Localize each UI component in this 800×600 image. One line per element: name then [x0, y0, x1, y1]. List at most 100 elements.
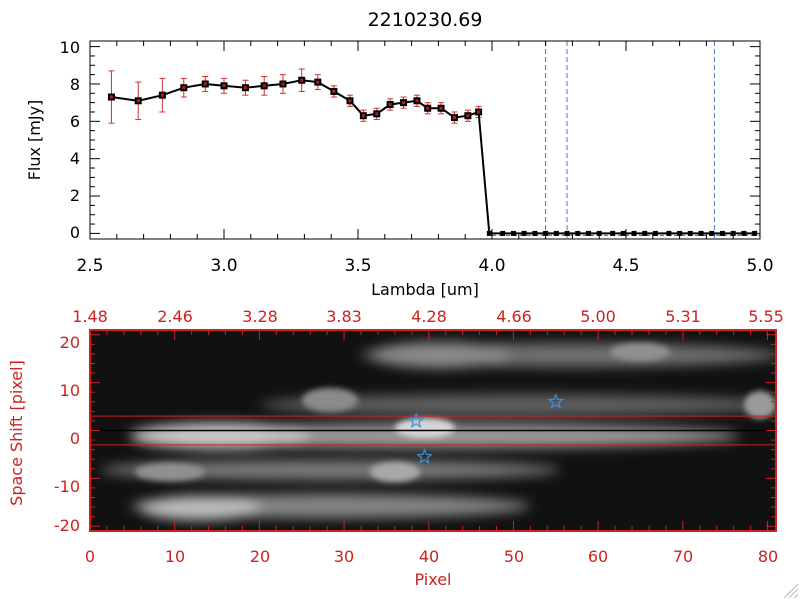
bottom-ytick-label: 20	[60, 333, 80, 352]
data-point	[564, 230, 570, 236]
streak-upper-bright	[370, 342, 510, 368]
data-point	[709, 230, 715, 236]
top-markers	[107, 76, 758, 236]
top-title: 2210230.69	[368, 9, 483, 31]
top-xtick-label: 4.5	[612, 256, 639, 276]
data-point-center	[375, 112, 379, 116]
image-blobs	[135, 343, 776, 482]
data-point-center	[477, 110, 481, 114]
bottom-xtick-label: 60	[588, 547, 608, 566]
data-point-center	[402, 101, 406, 105]
data-point-center	[222, 84, 226, 88]
data-point	[741, 230, 747, 236]
top-ytick-label: 8	[70, 75, 80, 94]
source-stars	[407, 393, 565, 464]
data-point	[677, 230, 683, 236]
top-y-axis-label: Flux [mJy]	[25, 100, 44, 181]
aperture-lines	[90, 415, 776, 446]
data-point	[575, 230, 581, 236]
bottom-y-axis-label: Space Shift [pixel]	[7, 360, 26, 506]
top-x-ticks	[89, 41, 761, 239]
top-xtick-label: 5.0	[746, 256, 773, 276]
bottom-top-axis-label: 5.55	[748, 307, 784, 326]
bottom-x-axis-label: Pixel	[414, 570, 451, 589]
data-point-center	[160, 93, 164, 97]
bottom-top-axis-label: 3.83	[326, 307, 362, 326]
bottom-xtick-label: 50	[504, 547, 524, 566]
bottom-xtick-label: 40	[419, 547, 439, 566]
data-point-center	[203, 82, 207, 86]
resize-grip-icon[interactable]	[783, 583, 799, 599]
data-point	[543, 230, 549, 236]
data-point-center	[466, 114, 470, 118]
streak-center-bright	[130, 423, 310, 449]
data-point	[642, 230, 648, 236]
data-point	[553, 230, 559, 236]
blob	[302, 388, 358, 412]
top-series-line	[111, 79, 755, 235]
bottom-top-axis-label: 1.48	[72, 307, 108, 326]
data-point-center	[332, 89, 336, 93]
blob	[610, 343, 670, 361]
star-marker	[407, 412, 425, 428]
data-point	[666, 230, 672, 236]
bottom-ytick-label: 10	[60, 381, 80, 400]
bottom-ytick-label: -20	[54, 516, 80, 535]
top-xtick-label: 4.0	[478, 256, 505, 276]
top-plot-area	[89, 40, 761, 240]
streak-bottom-bright	[140, 496, 260, 520]
data-point-center	[262, 84, 266, 88]
bottom-ticks	[89, 330, 776, 531]
data-point	[730, 230, 736, 236]
data-point	[687, 230, 693, 236]
star-marker	[547, 393, 565, 409]
data-point	[532, 230, 538, 236]
top-xtick-label: 3.0	[210, 256, 237, 276]
bottom-top-axis-label: 5.00	[580, 307, 616, 326]
bottom-xtick-label: 80	[758, 547, 778, 566]
data-point-center	[136, 99, 140, 103]
data-point-center	[452, 116, 456, 120]
data-point	[631, 230, 637, 236]
top-ytick-label: 4	[70, 149, 80, 168]
streak-mid-upper	[260, 394, 776, 416]
top-ytick-label: 10	[60, 38, 80, 57]
data-point	[620, 230, 626, 236]
data-point-center	[300, 78, 304, 82]
data-point-center	[348, 99, 352, 103]
data-point-center	[316, 80, 320, 84]
bottom-top-axis-label: 4.28	[411, 307, 447, 326]
top-axes-frame	[89, 40, 761, 240]
data-point	[610, 230, 616, 236]
bottom-xtick-label: 30	[334, 547, 354, 566]
data-point	[652, 230, 658, 236]
data-point-center	[439, 106, 443, 110]
streak-lower	[100, 460, 560, 480]
data-point	[585, 230, 591, 236]
top-xtick-label: 2.5	[76, 256, 103, 276]
bottom-top-axis-label: 2.46	[157, 307, 193, 326]
data-point	[698, 230, 704, 236]
data-point-center	[243, 86, 247, 90]
star-marker	[416, 448, 433, 464]
bottom-xtick-label: 70	[673, 547, 693, 566]
top-x-axis-label: Lambda [um]	[371, 280, 479, 299]
blob	[744, 391, 776, 419]
data-point-center	[388, 103, 392, 107]
bottom-xtick-label: 10	[165, 547, 185, 566]
data-point-center	[281, 82, 285, 86]
blob	[395, 418, 455, 438]
top-ytick-label: 2	[70, 186, 80, 205]
top-ytick-label: 0	[70, 223, 80, 242]
data-point-center	[361, 114, 365, 118]
bottom-xtick-label: 0	[85, 547, 95, 566]
bottom-top-axis-label: 4.66	[496, 307, 532, 326]
data-point	[486, 230, 492, 236]
bottom-xtick-label: 20	[250, 547, 270, 566]
top-y-ticks	[90, 46, 760, 234]
bottom-top-axis-label: 3.28	[242, 307, 278, 326]
blob	[135, 463, 205, 481]
top-vlines	[545, 41, 715, 239]
bottom-ytick-label: 0	[70, 429, 80, 448]
